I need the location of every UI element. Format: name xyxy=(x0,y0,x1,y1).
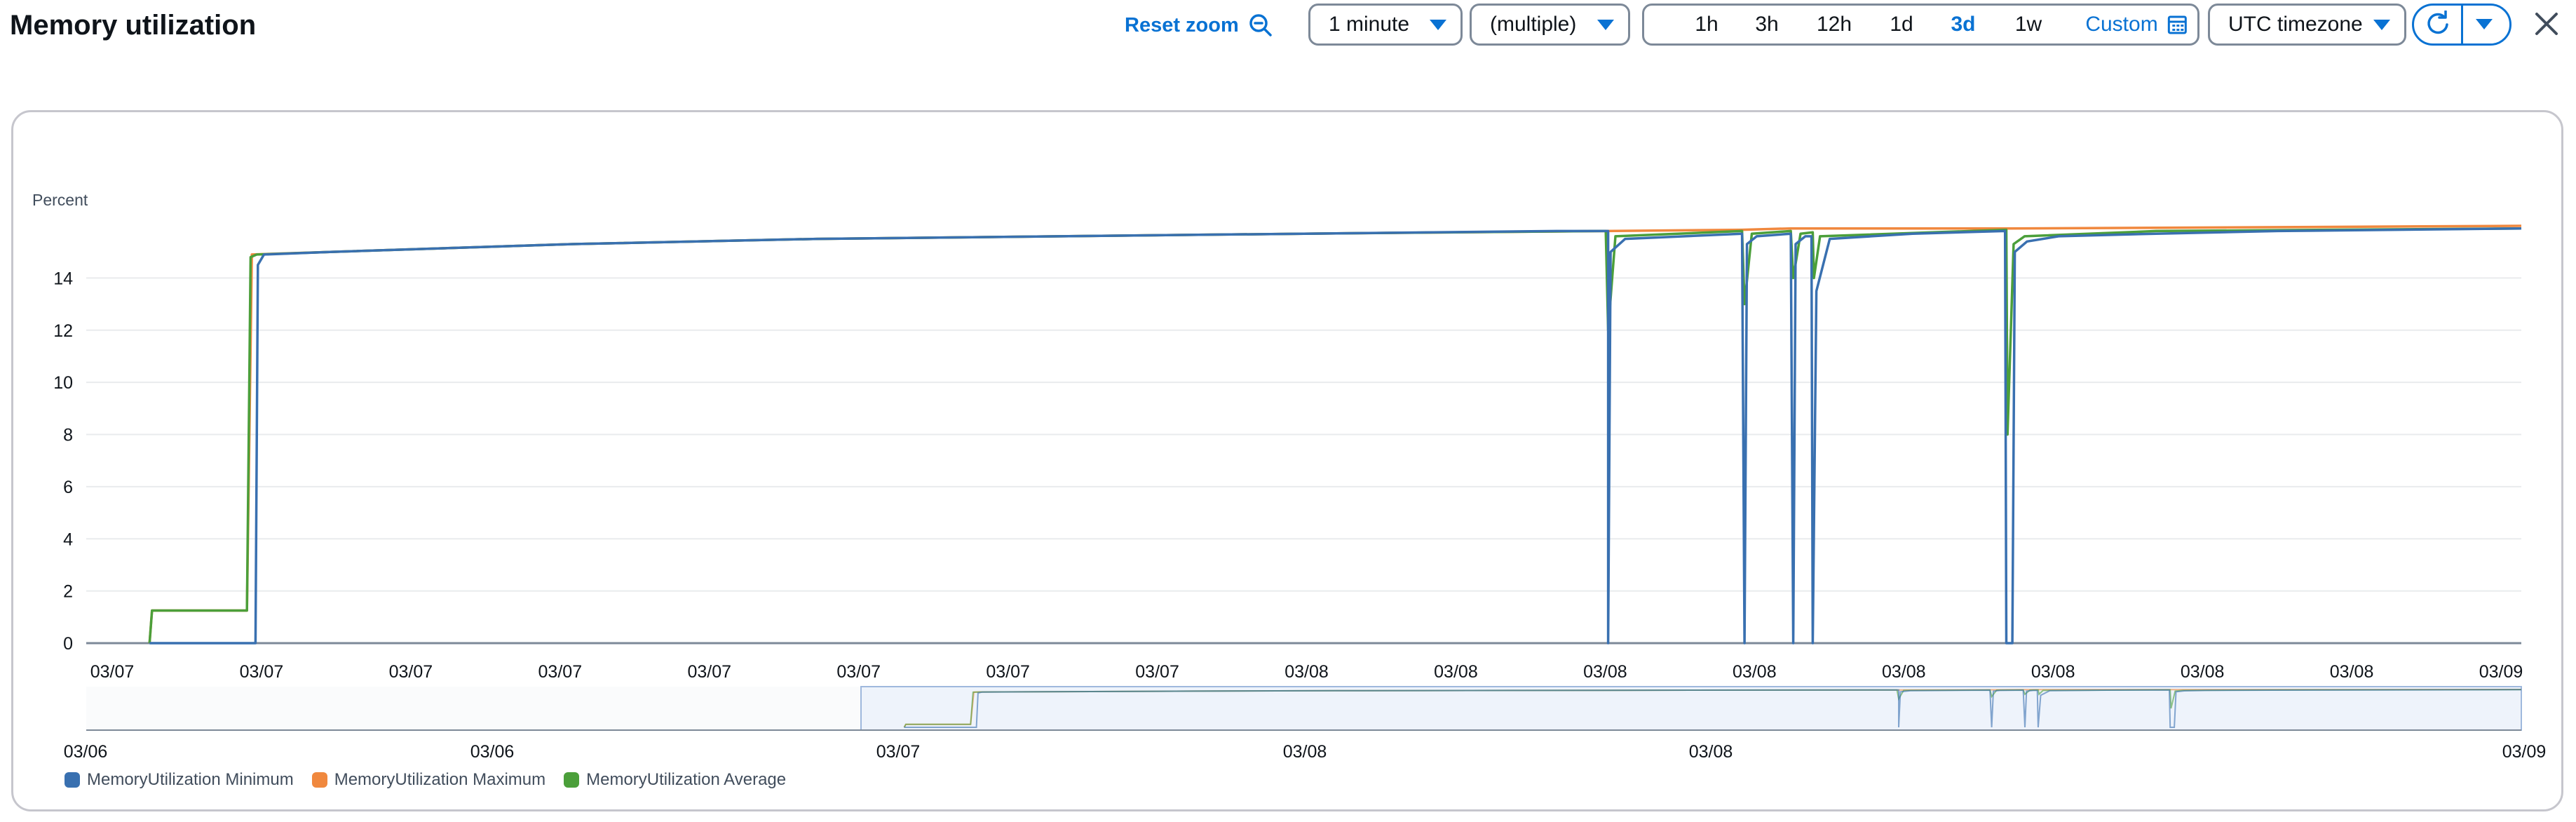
navigator-tick-label: 03/08 xyxy=(1689,742,1733,762)
x-tick-label: 03/08 xyxy=(2181,662,2225,682)
range-12h[interactable]: 12h xyxy=(1816,13,1852,36)
x-tick-label: 03/07 xyxy=(240,662,284,682)
legend-item-minimum[interactable]: MemoryUtilization Minimum xyxy=(65,770,294,790)
legend-item-maximum[interactable]: MemoryUtilization Maximum xyxy=(311,770,546,790)
reset-zoom-button[interactable]: Reset zoom xyxy=(1125,10,1273,41)
zoom-out-icon xyxy=(1249,14,1272,36)
widget-title: Memory utilization xyxy=(10,10,257,41)
legend-swatch xyxy=(564,772,580,788)
legend-label: MemoryUtilization Minimum xyxy=(87,770,294,789)
refresh-divider xyxy=(2461,6,2463,43)
navigator-tick-label: 03/07 xyxy=(876,742,921,762)
x-tick-label: 03/07 xyxy=(687,662,731,682)
y-tick-label: 8 xyxy=(63,426,73,445)
range-3h[interactable]: 3h xyxy=(1755,13,1779,36)
navigator-tick-label: 03/09 xyxy=(2502,742,2547,762)
caret-down-icon xyxy=(2373,19,2390,30)
statistic-select-value: (multiple) xyxy=(1490,13,1577,36)
navigator-tick-label: 03/08 xyxy=(1283,742,1327,762)
close-icon[interactable] xyxy=(2533,10,2561,38)
timezone-select[interactable]: UTC timezone xyxy=(2208,4,2406,46)
x-tick-label: 03/08 xyxy=(1733,662,1777,682)
legend-label: MemoryUtilization Average xyxy=(586,770,787,789)
x-tick-label: 03/07 xyxy=(986,662,1030,682)
period-select[interactable]: 1 minute xyxy=(1308,4,1463,46)
y-tick-label: 2 xyxy=(63,582,73,602)
x-tick-label: 03/08 xyxy=(2330,662,2374,682)
series-line-average xyxy=(148,227,2522,644)
series-line-minimum xyxy=(149,227,2522,645)
period-select-value: 1 minute xyxy=(1329,13,1410,36)
calendar-icon xyxy=(2168,15,2188,34)
x-tick-label: 03/08 xyxy=(1434,662,1478,682)
x-tick-label: 03/09 xyxy=(2479,662,2523,682)
range-1d[interactable]: 1d xyxy=(1890,13,1913,36)
navigator-window xyxy=(860,686,2522,731)
refresh-button-group xyxy=(2412,4,2511,46)
x-tick-label: 03/07 xyxy=(538,662,583,682)
x-tick-label: 03/07 xyxy=(836,662,881,682)
caret-down-icon xyxy=(1430,19,1446,30)
x-tick-label: 03/08 xyxy=(1882,662,1926,682)
legend-label: MemoryUtilization Maximum xyxy=(334,770,546,789)
timezone-select-value: UTC timezone xyxy=(2228,13,2363,36)
statistic-select[interactable]: (multiple) xyxy=(1470,4,1630,46)
range-custom-label: Custom xyxy=(2085,13,2158,36)
x-tick-label: 03/07 xyxy=(90,662,135,682)
x-tick-label: 03/07 xyxy=(389,662,433,682)
caret-down-icon xyxy=(1597,19,1614,30)
navigator-tick-label: 03/06 xyxy=(64,742,108,762)
x-tick-label: 03/08 xyxy=(1284,662,1329,682)
legend-item-average[interactable]: MemoryUtilization Average xyxy=(564,770,786,790)
range-1h[interactable]: 1h xyxy=(1695,13,1719,36)
legend-swatch xyxy=(65,772,80,788)
time-range-selector: 1h 3h 12h 1d 3d 1w Custom xyxy=(1642,4,2199,46)
y-tick-label: 10 xyxy=(53,373,73,393)
y-tick-label: 4 xyxy=(63,530,73,549)
range-custom[interactable]: Custom xyxy=(2085,6,2188,43)
navigator-series-minimum xyxy=(904,689,2522,728)
y-tick-label: 14 xyxy=(53,269,73,288)
chart-legend: MemoryUtilization Minimum MemoryUtilizat… xyxy=(65,770,786,790)
x-tick-label: 03/07 xyxy=(1135,662,1179,682)
range-1w[interactable]: 1w xyxy=(2014,13,2042,36)
y-axis-label: Percent xyxy=(32,191,88,209)
y-tick-label: 6 xyxy=(63,478,73,497)
range-3d[interactable]: 3d xyxy=(1951,13,1976,36)
x-tick-label: 03/08 xyxy=(2031,662,2075,682)
reset-zoom-label: Reset zoom xyxy=(1125,13,1239,36)
refresh-icon[interactable] xyxy=(2422,11,2453,39)
legend-swatch xyxy=(311,772,327,788)
y-tick-label: 0 xyxy=(63,634,73,654)
x-tick-label: 03/08 xyxy=(1583,662,1627,682)
navigator-tick-label: 03/06 xyxy=(470,742,515,762)
caret-down-icon[interactable] xyxy=(2476,19,2493,29)
y-tick-label: 12 xyxy=(53,321,73,341)
